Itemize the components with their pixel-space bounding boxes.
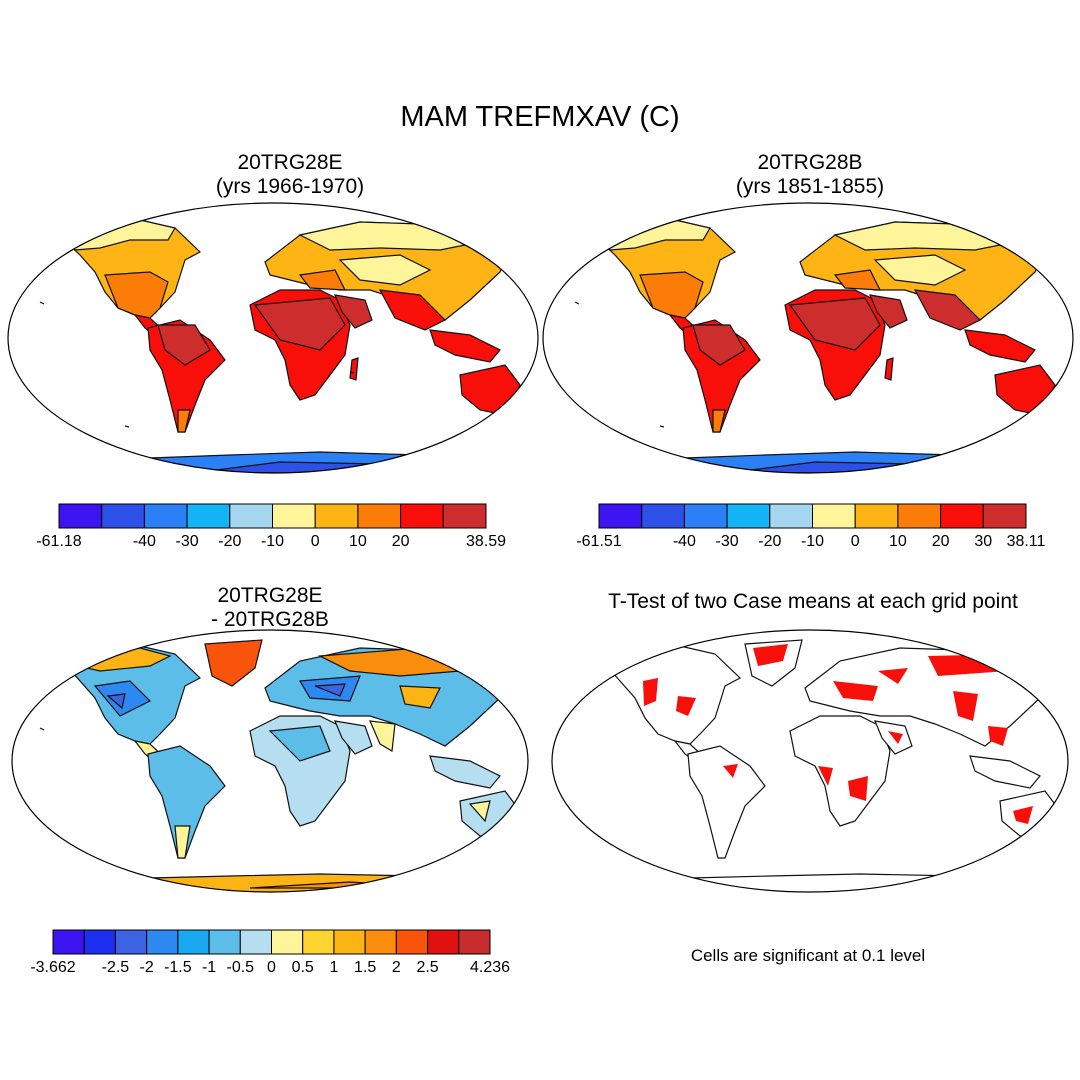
colorbar-swatch bbox=[314, 503, 359, 529]
colorbar-swatch bbox=[302, 929, 335, 955]
colorbar-tick-label: 10 bbox=[349, 533, 367, 548]
colorbar-tick-label: -10 bbox=[801, 533, 824, 548]
colorbar-swatch bbox=[598, 503, 643, 529]
colorbar-swatch bbox=[726, 503, 771, 529]
colorbar-tick-label: 1 bbox=[329, 959, 338, 976]
colorbar-swatch bbox=[458, 929, 491, 955]
colorbar-tick-label: -20 bbox=[218, 533, 241, 548]
colorbar-tick-label: -20 bbox=[758, 533, 781, 548]
colorbar-tick-label: 20 bbox=[392, 533, 410, 548]
colorbar-tick-label: 0 bbox=[311, 533, 320, 548]
colorbar-tick-label: 20 bbox=[932, 533, 950, 548]
colorbar-tick-label: 38.59 bbox=[466, 533, 506, 548]
colorbar-swatch bbox=[239, 929, 273, 955]
landmass-greenland bbox=[205, 214, 262, 260]
colorbar-swatch bbox=[114, 929, 148, 955]
colorbar-tick-label: 1.5 bbox=[354, 959, 376, 976]
colorbar-tick-label: 0 bbox=[851, 533, 860, 548]
panel2-title: 20TRG28B (yrs 1851-1855) bbox=[560, 151, 1060, 199]
colorbar-swatch bbox=[177, 929, 210, 955]
colorbar-tick-label: -2.5 bbox=[102, 959, 130, 976]
colorbar-tick-label: 2 bbox=[392, 959, 401, 976]
colorbar-swatch bbox=[641, 503, 685, 529]
colorbar-difference: -3.662 -2.5 -2 -1.5 -1 -0.5 0 0.5 1 1.5 2 2.5 4.236 bbox=[30, 929, 510, 976]
colorbar-tick-label: -0.5 bbox=[226, 959, 254, 976]
colorbar-swatch bbox=[186, 503, 231, 529]
colorbar-tick-label: -3.662 bbox=[30, 959, 75, 976]
colorbar-tick-label: -10 bbox=[261, 533, 284, 548]
colorbar-tick-label: 30 bbox=[974, 533, 992, 548]
colorbar-tick-label: -1.5 bbox=[164, 959, 192, 976]
colorbar-swatch bbox=[683, 503, 728, 529]
colorbar-swatch bbox=[333, 929, 366, 955]
colorbar-tick-label: 0 bbox=[267, 959, 276, 976]
colorbar-swatch bbox=[982, 503, 1027, 529]
colorbar-swatch bbox=[400, 503, 444, 529]
colorbar-swatch bbox=[395, 929, 429, 955]
colorbar-tick-label: 38.11 bbox=[1007, 533, 1046, 548]
colorbar-swatch bbox=[357, 503, 402, 529]
map-case1 bbox=[7, 202, 539, 474]
panel3-title-line1: 20TRG28E bbox=[217, 584, 323, 607]
colorbar-swatch bbox=[442, 503, 487, 529]
colorbar-swatch bbox=[101, 503, 145, 529]
ttest-significance-note: Cells are significant at 0.1 level bbox=[690, 946, 926, 965]
colorbar-tick-label: -40 bbox=[673, 533, 696, 548]
colorbar-tick-label: 2.5 bbox=[416, 959, 438, 976]
colorbar-tick-label: -2 bbox=[140, 959, 154, 976]
panel1-title-line1: 20TRG28E bbox=[237, 151, 343, 174]
colorbar-swatch bbox=[272, 503, 316, 529]
colorbar-tick-label: 10 bbox=[889, 533, 907, 548]
panel3-title: 20TRG28E - 20TRG28B bbox=[20, 584, 520, 632]
colorbar-swatch bbox=[854, 503, 899, 529]
colorbar-case1: -61.18 -40 -30 -20 -10 0 10 20 38.59 bbox=[36, 503, 506, 548]
map-ttest bbox=[551, 629, 1069, 893]
colorbar-swatch bbox=[208, 929, 241, 955]
colorbar-tick-label: -61.18 bbox=[36, 533, 81, 548]
colorbar-swatch bbox=[897, 503, 942, 529]
colorbar-tick-label: -61.51 bbox=[576, 533, 621, 548]
colorbar-swatch bbox=[52, 929, 85, 955]
panel3-title-line2: - 20TRG28B bbox=[211, 608, 329, 632]
colorbar-swatch bbox=[364, 929, 397, 955]
colorbar-swatch bbox=[940, 503, 984, 529]
panel2-title-line1: 20TRG28B bbox=[757, 151, 863, 174]
figure-title: MAM TREFMXAV (C) bbox=[400, 101, 680, 133]
colorbar-swatch bbox=[427, 929, 460, 955]
colorbar-swatch bbox=[812, 503, 856, 529]
panel4-title: T-Test of two Case means at each grid po… bbox=[608, 590, 1018, 613]
colorbar-swatch bbox=[229, 503, 274, 529]
map-difference bbox=[11, 629, 529, 893]
colorbar-swatch bbox=[146, 929, 179, 955]
colorbar-tick-label: -40 bbox=[133, 533, 156, 548]
colorbar-tick-label: -30 bbox=[716, 533, 739, 548]
colorbar-tick-label: 0.5 bbox=[292, 959, 314, 976]
significance-cells bbox=[643, 644, 1033, 824]
colorbar-swatch bbox=[143, 503, 188, 529]
colorbar-swatch bbox=[83, 929, 116, 955]
panel1-title-line2: (yrs 1966-1970) bbox=[215, 175, 365, 199]
panel2-title-line2: (yrs 1851-1855) bbox=[735, 175, 885, 199]
colorbar-tick-label: 4.236 bbox=[470, 959, 510, 976]
colorbar-swatch bbox=[271, 929, 304, 955]
colorbar-swatch bbox=[58, 503, 103, 529]
panel1-title: 20TRG28E (yrs 1966-1970) bbox=[40, 151, 540, 199]
colorbar-swatch bbox=[769, 503, 814, 529]
colorbar-tick-label: -1 bbox=[202, 959, 216, 976]
colorbar-case2: -61.51 -40 -30 -20 -10 0 10 20 30 38.11 bbox=[576, 503, 1046, 548]
colorbar-tick-label: -30 bbox=[176, 533, 199, 548]
map-case2 bbox=[542, 202, 1074, 474]
